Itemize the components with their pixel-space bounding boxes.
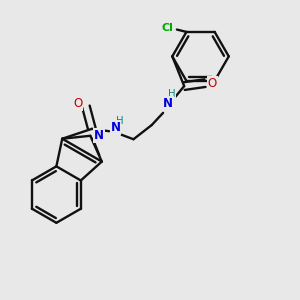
- Text: H: H: [168, 89, 176, 99]
- Text: H: H: [116, 116, 124, 126]
- Text: O: O: [73, 97, 82, 110]
- Text: O: O: [208, 76, 217, 90]
- Text: N: N: [94, 129, 104, 142]
- Text: Cl: Cl: [161, 23, 173, 33]
- Text: N: N: [111, 121, 121, 134]
- Text: N: N: [163, 97, 173, 110]
